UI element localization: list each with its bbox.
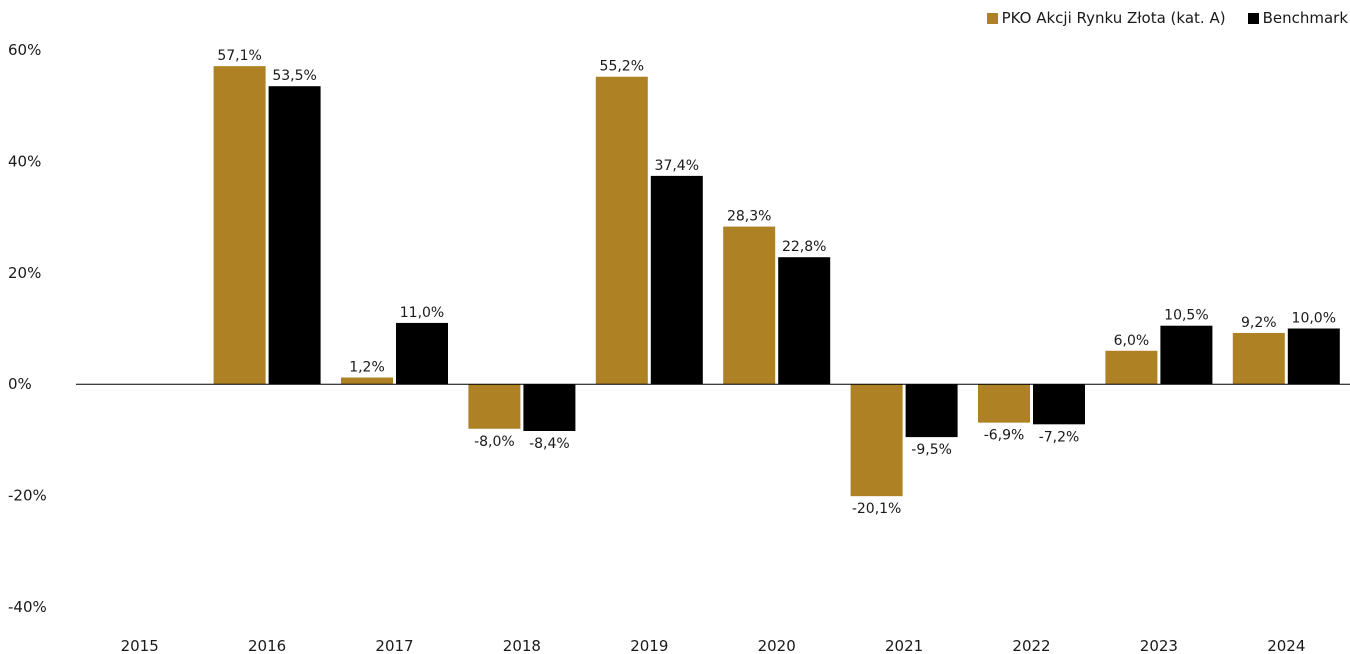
bars: [213, 66, 1340, 497]
data-labels: 57,1% 53,5% 1,2% 11,0% -8,0% -8,4% 55,2% 37,4% 2…: [217, 48, 1336, 517]
x-tick-label: 2021: [885, 637, 923, 654]
bar-fund: [468, 384, 521, 429]
y-tick-label: -40%: [8, 598, 47, 616]
data-label-benchmark: -7,2%: [1039, 429, 1080, 445]
legend-label-benchmark: Benchmark: [1262, 9, 1348, 27]
x-tick-label: 2016: [248, 637, 286, 654]
bar-fund: [978, 384, 1030, 423]
legend-item-benchmark: Benchmark: [1247, 9, 1348, 27]
legend-item-fund: PKO Akcji Rynku Złota (kat. A): [986, 9, 1226, 27]
legend: PKO Akcji Rynku Złota (kat. A) Benchmark: [965, 9, 1348, 27]
y-axis-ticks: 60% 40% 20% 0% -20% -40%: [8, 41, 47, 616]
x-tick-label: 2015: [121, 637, 159, 654]
legend-swatch-benchmark: [1247, 12, 1259, 24]
data-label-fund: 57,1%: [217, 48, 261, 64]
bar-benchmark: [1160, 325, 1213, 385]
x-tick-label: 2022: [1012, 637, 1050, 654]
bar-benchmark: [523, 384, 576, 431]
x-tick-label: 2018: [503, 637, 541, 654]
data-label-benchmark: -8,4%: [529, 436, 570, 452]
data-label-fund: 28,3%: [727, 209, 771, 225]
bar-benchmark: [1033, 384, 1085, 425]
legend-swatch-fund: [986, 12, 998, 24]
data-label-fund: 55,2%: [600, 59, 644, 75]
bar-fund: [1232, 332, 1285, 385]
data-label-fund: 1,2%: [349, 360, 385, 376]
x-tick-label: 2024: [1267, 637, 1305, 654]
x-tick-label: 2019: [630, 637, 668, 654]
bar-benchmark: [905, 384, 958, 438]
y-tick-label: 20%: [8, 264, 41, 282]
bar-fund: [595, 76, 648, 385]
data-label-benchmark: 37,4%: [655, 158, 699, 174]
data-label-fund: -8,0%: [474, 434, 515, 450]
data-label-fund: 9,2%: [1241, 315, 1277, 331]
bar-fund: [1105, 350, 1158, 385]
data-label-benchmark: 11,0%: [400, 305, 444, 321]
data-label-fund: 6,0%: [1114, 333, 1150, 349]
y-tick-label: -20%: [8, 487, 47, 505]
data-label-benchmark: 10,0%: [1292, 311, 1336, 327]
bar-fund: [213, 66, 266, 385]
bar-benchmark: [268, 86, 321, 385]
data-label-benchmark: 22,8%: [782, 239, 826, 255]
bar-fund: [341, 377, 393, 385]
y-tick-label: 0%: [8, 375, 32, 393]
x-axis-ticks: 2015 2016 2017 2018 2019 2020 2021 2022 2023 2024: [121, 637, 1306, 654]
data-label-fund: -6,9%: [984, 428, 1025, 444]
bar-fund: [723, 226, 776, 385]
x-tick-label: 2023: [1140, 637, 1178, 654]
data-label-fund: -20,1%: [852, 501, 902, 517]
bar-benchmark: [778, 257, 831, 385]
y-tick-label: 60%: [8, 41, 41, 59]
y-tick-label: 40%: [8, 152, 41, 170]
bar-fund: [850, 384, 903, 497]
bar-benchmark: [650, 175, 703, 385]
legend-label-fund: PKO Akcji Rynku Złota (kat. A): [1001, 9, 1226, 27]
bar-benchmark: [1287, 328, 1340, 385]
x-tick-label: 2020: [758, 637, 796, 654]
x-tick-label: 2017: [375, 637, 413, 654]
data-label-benchmark: -9,5%: [911, 442, 952, 458]
bar-benchmark: [396, 322, 448, 385]
data-label-benchmark: 53,5%: [272, 68, 316, 84]
data-label-benchmark: 10,5%: [1164, 308, 1208, 324]
